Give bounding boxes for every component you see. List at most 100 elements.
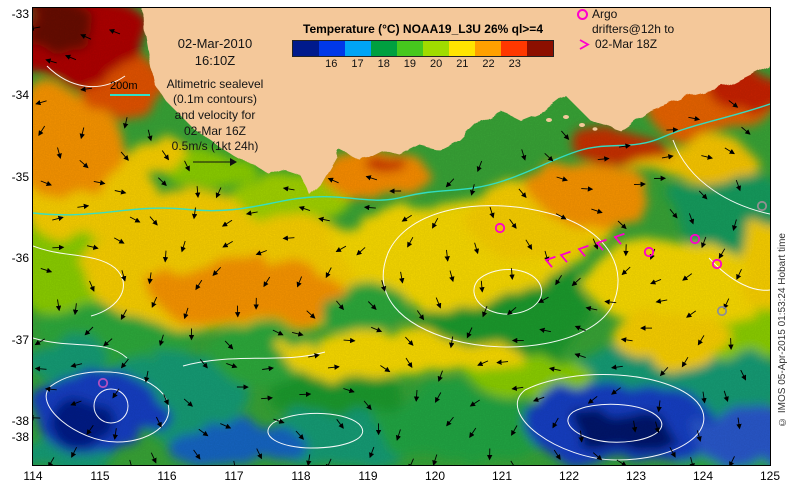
velocity-arrow (72, 303, 79, 316)
velocity-arrow (728, 100, 739, 108)
depth-label-text: 200m (110, 80, 138, 92)
velocity-arrow (52, 244, 65, 251)
velocity-arrow (521, 149, 527, 161)
colorbar-cell (501, 41, 527, 56)
x-tick-label: 117 (224, 469, 244, 483)
velocity-arrow (255, 250, 267, 256)
velocity-arrow (79, 159, 89, 169)
velocity-arrow (180, 240, 186, 253)
velocity-arrow (306, 310, 316, 319)
velocity-arrow (343, 337, 356, 344)
argo-float-marker (97, 377, 109, 389)
velocity-arrow (151, 296, 158, 308)
velocity-arrow (295, 430, 305, 440)
velocity-arrow (620, 337, 633, 343)
velocity-scale-arrow (193, 157, 237, 166)
velocity-arrow (669, 447, 676, 458)
velocity-arrow (147, 129, 153, 142)
velocity-arrow (476, 160, 483, 173)
velocity-arrow (40, 267, 53, 273)
velocity-arrow (479, 280, 485, 293)
sealevel-contours (33, 65, 770, 461)
velocity-arrow (591, 208, 603, 214)
velocity-arrow (728, 338, 734, 350)
velocity-arrow (183, 307, 189, 320)
velocity-arrow (701, 236, 707, 249)
velocity-arrow (469, 427, 477, 438)
velocity-arrow (263, 276, 271, 288)
velocity-arrow (432, 217, 439, 229)
velocity-arrow (574, 325, 586, 332)
velocity-arrow (220, 423, 232, 429)
velocity-arrow (585, 305, 598, 312)
velocity-arrow (222, 241, 233, 248)
velocity-arrow (155, 416, 162, 428)
velocity-arrow (52, 215, 64, 222)
velocity-arrow (511, 385, 524, 391)
velocity-arrow (552, 417, 559, 429)
velocity-arrow (581, 186, 594, 192)
velocity-arrow (147, 272, 153, 285)
velocity-arrow (380, 365, 391, 373)
velocity-arrow (556, 176, 568, 182)
x-tick-label: 114 (23, 469, 43, 483)
velocity-arrow (93, 180, 106, 186)
velocity-arrow (631, 420, 638, 433)
velocity-arrow (120, 151, 129, 161)
velocity-arrow (669, 209, 678, 219)
velocity-arrow (86, 244, 99, 250)
velocity-arrow (434, 392, 442, 403)
velocity-arrow (35, 100, 47, 106)
velocity-arrow (470, 184, 476, 196)
200m-isobath-line (33, 103, 770, 216)
velocity-arrow (193, 449, 201, 460)
velocity-arrow (380, 280, 387, 292)
velocity-arrow (509, 219, 517, 229)
x-tick-label: 115 (90, 469, 110, 483)
info-block: 02-Mar-2010 16:10Z Altimetric sealevel (… (146, 36, 284, 171)
velocity-arrow (449, 270, 455, 283)
velocity-arrow (611, 364, 623, 370)
x-tick-label: 118 (291, 469, 311, 483)
velocity-arrow (38, 125, 46, 137)
velocity-arrow (199, 359, 208, 369)
colorbar-tick: 22 (482, 58, 495, 70)
velocity-arrow (701, 391, 707, 404)
argo-legend-line3: 02-Mar 18Z (595, 37, 658, 51)
argo-legend-line1: Argo (592, 7, 618, 21)
velocity-arrow (435, 297, 442, 309)
colorbar-tick-labels: 16 17 18 19 20 21 22 23 (292, 58, 554, 70)
velocity-arrow (518, 188, 527, 198)
velocity-arrow (446, 416, 454, 427)
velocity-arrow (656, 400, 662, 413)
obs-time: 16:10Z (194, 52, 236, 68)
argo-float-marker (756, 200, 768, 212)
velocity-arrow (718, 248, 726, 259)
colorbar-cell (371, 41, 397, 56)
velocity-arrow (256, 448, 262, 460)
velocity-arrow (195, 279, 203, 291)
colorbar-cell (397, 41, 423, 56)
velocity-arrow (356, 247, 366, 256)
velocity-arrow (80, 34, 92, 40)
velocity-arrow (525, 239, 533, 250)
velocity-arrow (215, 187, 222, 199)
velocity-arrow (532, 396, 545, 402)
velocity-arrow (157, 177, 167, 187)
velocity-arrow (273, 418, 285, 424)
velocity-arrow (158, 334, 165, 347)
argo-float-icon (577, 9, 588, 20)
velocity-arrow (108, 29, 121, 35)
velocity-arrow (272, 329, 284, 336)
velocity-arrow (282, 235, 295, 241)
velocity-arrow (698, 190, 708, 200)
colorbar-tick: 17 (351, 58, 364, 70)
colorbar-tick: 19 (403, 58, 417, 70)
argo-float-marker (643, 246, 655, 258)
velocity-arrow (724, 147, 735, 155)
x-tick-label: 120 (424, 469, 446, 483)
velocity-arrow (437, 370, 443, 382)
velocity-arrow (296, 276, 303, 288)
velocity-arrow (597, 156, 610, 162)
velocity-arrow (150, 452, 157, 464)
